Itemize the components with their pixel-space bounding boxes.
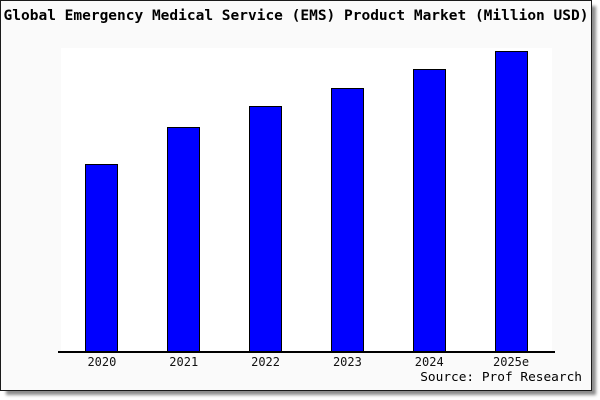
- source-credit: Source: Prof Research: [420, 370, 582, 385]
- chart-title: Global Emergency Medical Service (EMS) P…: [3, 8, 589, 24]
- bar-2024: [412, 69, 446, 352]
- tick-label-2022: 2022: [251, 355, 281, 369]
- chart-frame: Global Emergency Medical Service (EMS) P…: [0, 0, 592, 391]
- bar-2021: [167, 127, 201, 352]
- bar-2022: [249, 106, 283, 352]
- x-axis-tick-labels: 2020 2021 2022 2023 2024 2025e: [61, 355, 552, 369]
- tick-label-2023: 2023: [332, 355, 362, 369]
- bar-2023: [330, 88, 364, 352]
- tick-label-2024: 2024: [414, 355, 444, 369]
- plot-area: [61, 48, 552, 352]
- tick-label-2020: 2020: [87, 355, 117, 369]
- tick-label-2025e: 2025e: [493, 355, 530, 369]
- bar-2025e: [494, 51, 528, 352]
- bar-2020: [85, 164, 119, 352]
- tick-label-2021: 2021: [169, 355, 199, 369]
- x-axis-line: [58, 351, 555, 353]
